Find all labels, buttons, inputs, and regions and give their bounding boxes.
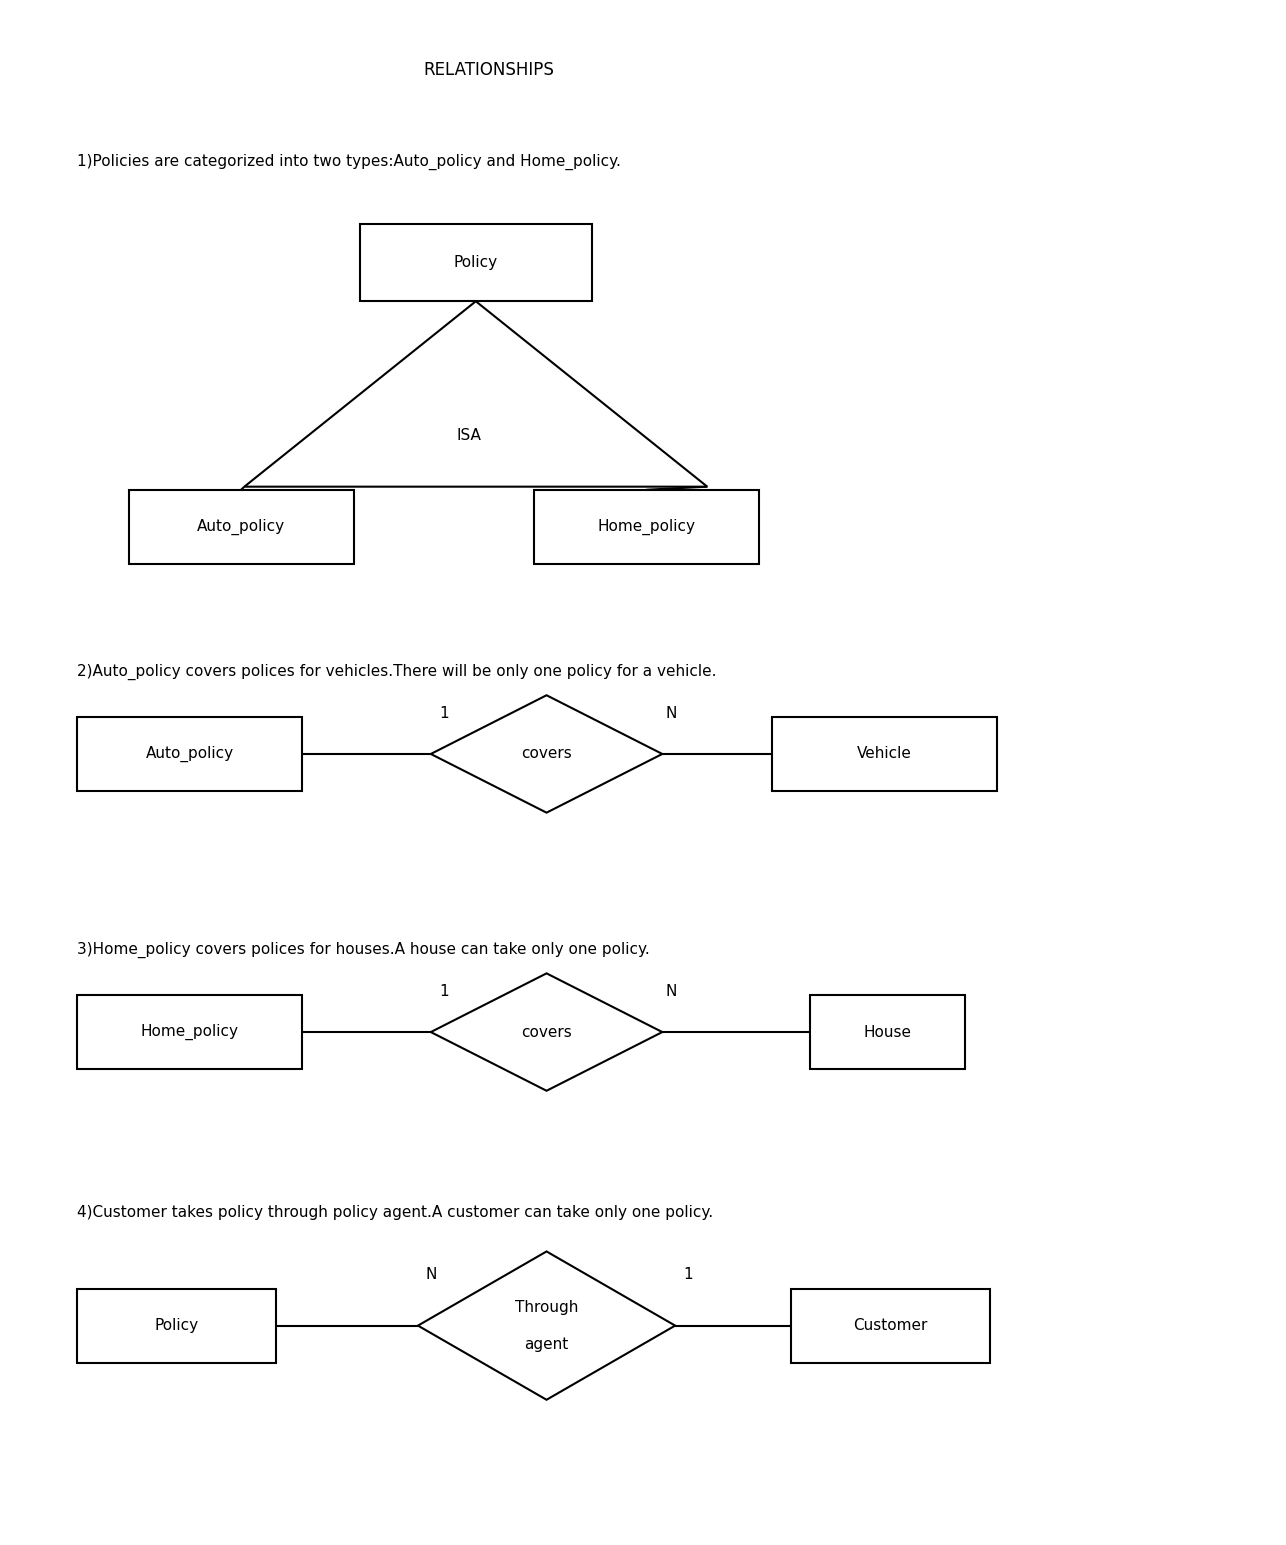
Text: ISA: ISA [457,428,482,443]
Text: 4)Customer takes policy through policy agent.A customer can take only one policy: 4)Customer takes policy through policy a… [77,1205,714,1221]
Text: Home_policy: Home_policy [140,1024,239,1040]
FancyBboxPatch shape [77,995,302,1069]
Polygon shape [418,1251,675,1400]
Text: agent: agent [525,1336,568,1352]
Polygon shape [431,973,662,1091]
Text: N: N [666,706,676,722]
Text: RELATIONSHIPS: RELATIONSHIPS [423,60,554,79]
FancyBboxPatch shape [129,490,354,564]
Text: Customer: Customer [854,1318,927,1333]
FancyBboxPatch shape [77,717,302,791]
FancyBboxPatch shape [534,490,759,564]
Polygon shape [431,695,662,813]
Text: 1: 1 [683,1267,693,1282]
Text: Home_policy: Home_policy [597,519,696,535]
Text: covers: covers [521,1024,572,1040]
FancyBboxPatch shape [810,995,964,1069]
FancyBboxPatch shape [77,1289,276,1363]
FancyBboxPatch shape [791,1289,990,1363]
Polygon shape [244,301,707,487]
Text: 1)Policies are categorized into two types:Auto_policy and Home_policy.: 1)Policies are categorized into two type… [77,154,621,170]
Text: Policy: Policy [154,1318,199,1333]
Text: 1: 1 [439,984,449,1000]
FancyBboxPatch shape [360,224,592,301]
FancyBboxPatch shape [772,717,997,791]
Text: Auto_policy: Auto_policy [197,519,285,535]
Text: covers: covers [521,746,572,762]
Text: House: House [863,1024,912,1040]
Text: 3)Home_policy covers polices for houses.A house can take only one policy.: 3)Home_policy covers polices for houses.… [77,942,649,958]
Text: Vehicle: Vehicle [856,746,912,762]
Text: 1: 1 [439,706,449,722]
Text: Through: Through [514,1299,579,1315]
Text: Auto_policy: Auto_policy [145,746,234,762]
Text: N: N [426,1267,436,1282]
Text: Policy: Policy [454,255,498,270]
Text: 2)Auto_policy covers polices for vehicles.There will be only one policy for a ve: 2)Auto_policy covers polices for vehicle… [77,664,716,680]
Text: N: N [666,984,676,1000]
